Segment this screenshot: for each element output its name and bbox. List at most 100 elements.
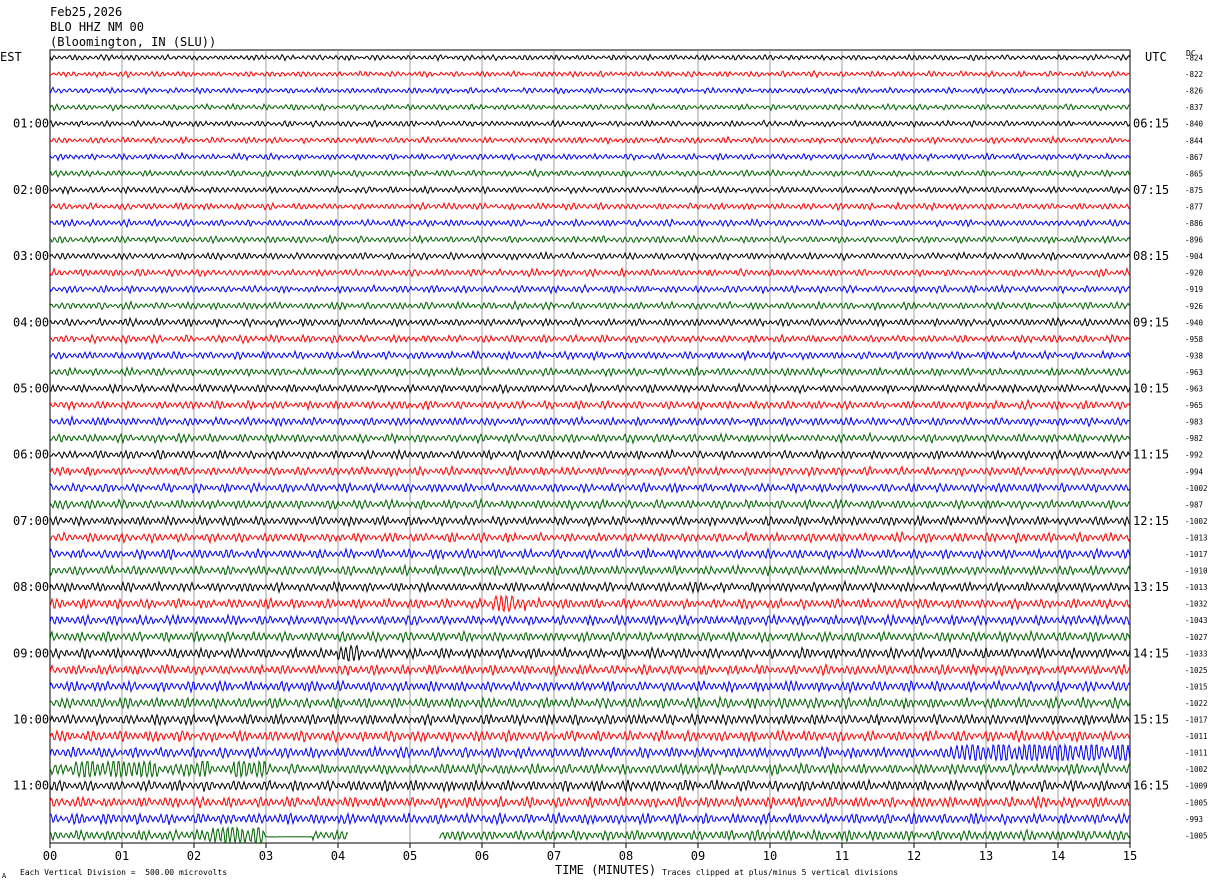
seismic-trace	[49, 365, 1131, 378]
dc-offset-label: -1005	[1185, 831, 1208, 840]
x-tick-label: 03	[259, 849, 273, 863]
utc-time-label: 07:15	[1133, 183, 1169, 197]
dc-offset-label: -1010	[1185, 567, 1208, 576]
date-label: Feb25,2026	[50, 5, 123, 19]
corner-mark: A	[2, 872, 7, 880]
dc-offset-label: -965	[1185, 401, 1203, 410]
dc-offset-label: -877	[1185, 202, 1203, 211]
seismic-trace	[49, 778, 1131, 793]
seismic-trace	[49, 613, 1131, 627]
dc-offset-label: -994	[1185, 467, 1204, 476]
est-time-label: 08:00	[13, 580, 49, 594]
seismic-trace	[49, 431, 1131, 445]
utc-time-label: 06:15	[1133, 117, 1169, 131]
x-tick-label: 05	[403, 849, 417, 863]
seismic-trace	[49, 233, 1131, 245]
seismic-trace	[49, 448, 1131, 462]
utc-time-label: 16:15	[1133, 779, 1169, 793]
utc-time-label: 13:15	[1133, 580, 1169, 594]
seismic-trace	[49, 382, 1131, 395]
seismic-trace	[49, 825, 1131, 845]
est-time-label: 09:00	[13, 646, 49, 660]
dc-offset-label: -822	[1185, 70, 1203, 79]
clip-note: Traces clipped at plus/minus 5 vertical …	[662, 868, 899, 877]
seismic-trace	[49, 530, 1131, 545]
est-time-label: 02:00	[13, 183, 49, 197]
utc-axis-title: UTC	[1145, 50, 1167, 64]
seismic-trace	[49, 102, 1131, 112]
dc-offset-label: -1013	[1185, 533, 1208, 542]
est-time-label: 06:00	[13, 448, 49, 462]
scale-note: Each Vertical Division = 500.00 microvol…	[20, 868, 228, 877]
x-tick-label: 07	[547, 849, 561, 863]
x-tick-label: 02	[187, 849, 201, 863]
seismic-trace	[49, 546, 1131, 561]
x-tick-label: 13	[979, 849, 993, 863]
seismic-trace	[49, 134, 1131, 146]
x-tick-label: 09	[691, 849, 705, 863]
utc-time-label: 09:15	[1133, 315, 1169, 329]
seismic-trace	[49, 579, 1131, 595]
dc-offset-label: -826	[1185, 87, 1204, 96]
seismic-trace	[49, 662, 1131, 678]
plot-frame	[49, 49, 1131, 844]
seismic-trace	[49, 201, 1131, 212]
dc-offset-label: -896	[1185, 236, 1204, 245]
dc-offset-label: -837	[1185, 103, 1203, 112]
station-label: BLO HHZ NM 00	[50, 20, 144, 34]
seismic-trace	[49, 217, 1131, 229]
seismic-trace	[49, 481, 1131, 495]
seismic-trace	[49, 53, 1131, 62]
dc-offset-label: -1043	[1185, 616, 1208, 625]
seismic-trace	[49, 464, 1131, 478]
seismic-trace	[50, 333, 1131, 345]
dc-offset-label: -1011	[1185, 749, 1208, 758]
dc-offset-label: -983	[1185, 418, 1203, 427]
dc-offset-label: -1009	[1185, 782, 1208, 791]
est-time-label: 03:00	[13, 249, 49, 263]
x-tick-label: 04	[331, 849, 345, 863]
x-tick-label: 14	[1051, 849, 1065, 863]
est-time-label: 05:00	[13, 382, 49, 396]
seismic-trace	[49, 398, 1131, 412]
dc-offset-label: -940	[1185, 318, 1204, 327]
seismic-trace	[49, 316, 1131, 329]
dc-offset-label: -963	[1185, 385, 1203, 394]
dc-offset-label: -1002	[1185, 765, 1208, 774]
seismic-trace	[49, 563, 1131, 578]
x-tick-label: 11	[835, 849, 849, 863]
x-tick-label: 15	[1123, 849, 1137, 863]
dc-offset-label: -958	[1185, 335, 1204, 344]
dc-offset-label: -824	[1185, 54, 1204, 63]
utc-time-label: 15:15	[1133, 713, 1169, 727]
seismic-trace	[49, 184, 1131, 196]
utc-time-label: 14:15	[1133, 646, 1169, 660]
dc-offset-label: -1013	[1185, 583, 1208, 592]
dc-offset-label: -840	[1185, 120, 1204, 129]
seismic-trace	[49, 168, 1131, 179]
seismic-trace	[49, 283, 1131, 295]
x-tick-label: 10	[763, 849, 777, 863]
seismic-trace	[50, 644, 1131, 662]
dc-offset-label: -1017	[1185, 716, 1208, 725]
dc-offset-label: -993	[1185, 815, 1203, 824]
est-time-label: 01:00	[13, 117, 49, 131]
x-tick-label: 00	[43, 849, 57, 863]
dc-offset-label: -1005	[1185, 798, 1208, 807]
seismic-trace	[49, 679, 1131, 695]
seismic-trace	[49, 69, 1131, 79]
est-time-label: 11:00	[13, 779, 49, 793]
x-axis-title: TIME (MINUTES)	[555, 863, 657, 877]
seismic-trace	[49, 266, 1131, 279]
seismic-trace	[49, 118, 1131, 129]
seismic-trace	[49, 349, 1131, 362]
seismic-trace	[49, 594, 1131, 613]
seismic-trace	[49, 811, 1131, 827]
est-time-label: 07:00	[13, 514, 49, 528]
seismic-trace	[49, 712, 1131, 727]
dc-offset-label: -1033	[1185, 649, 1208, 658]
est-time-label: 10:00	[13, 713, 49, 727]
dc-column-title: DC	[1186, 49, 1196, 58]
seismic-trace	[49, 497, 1131, 512]
